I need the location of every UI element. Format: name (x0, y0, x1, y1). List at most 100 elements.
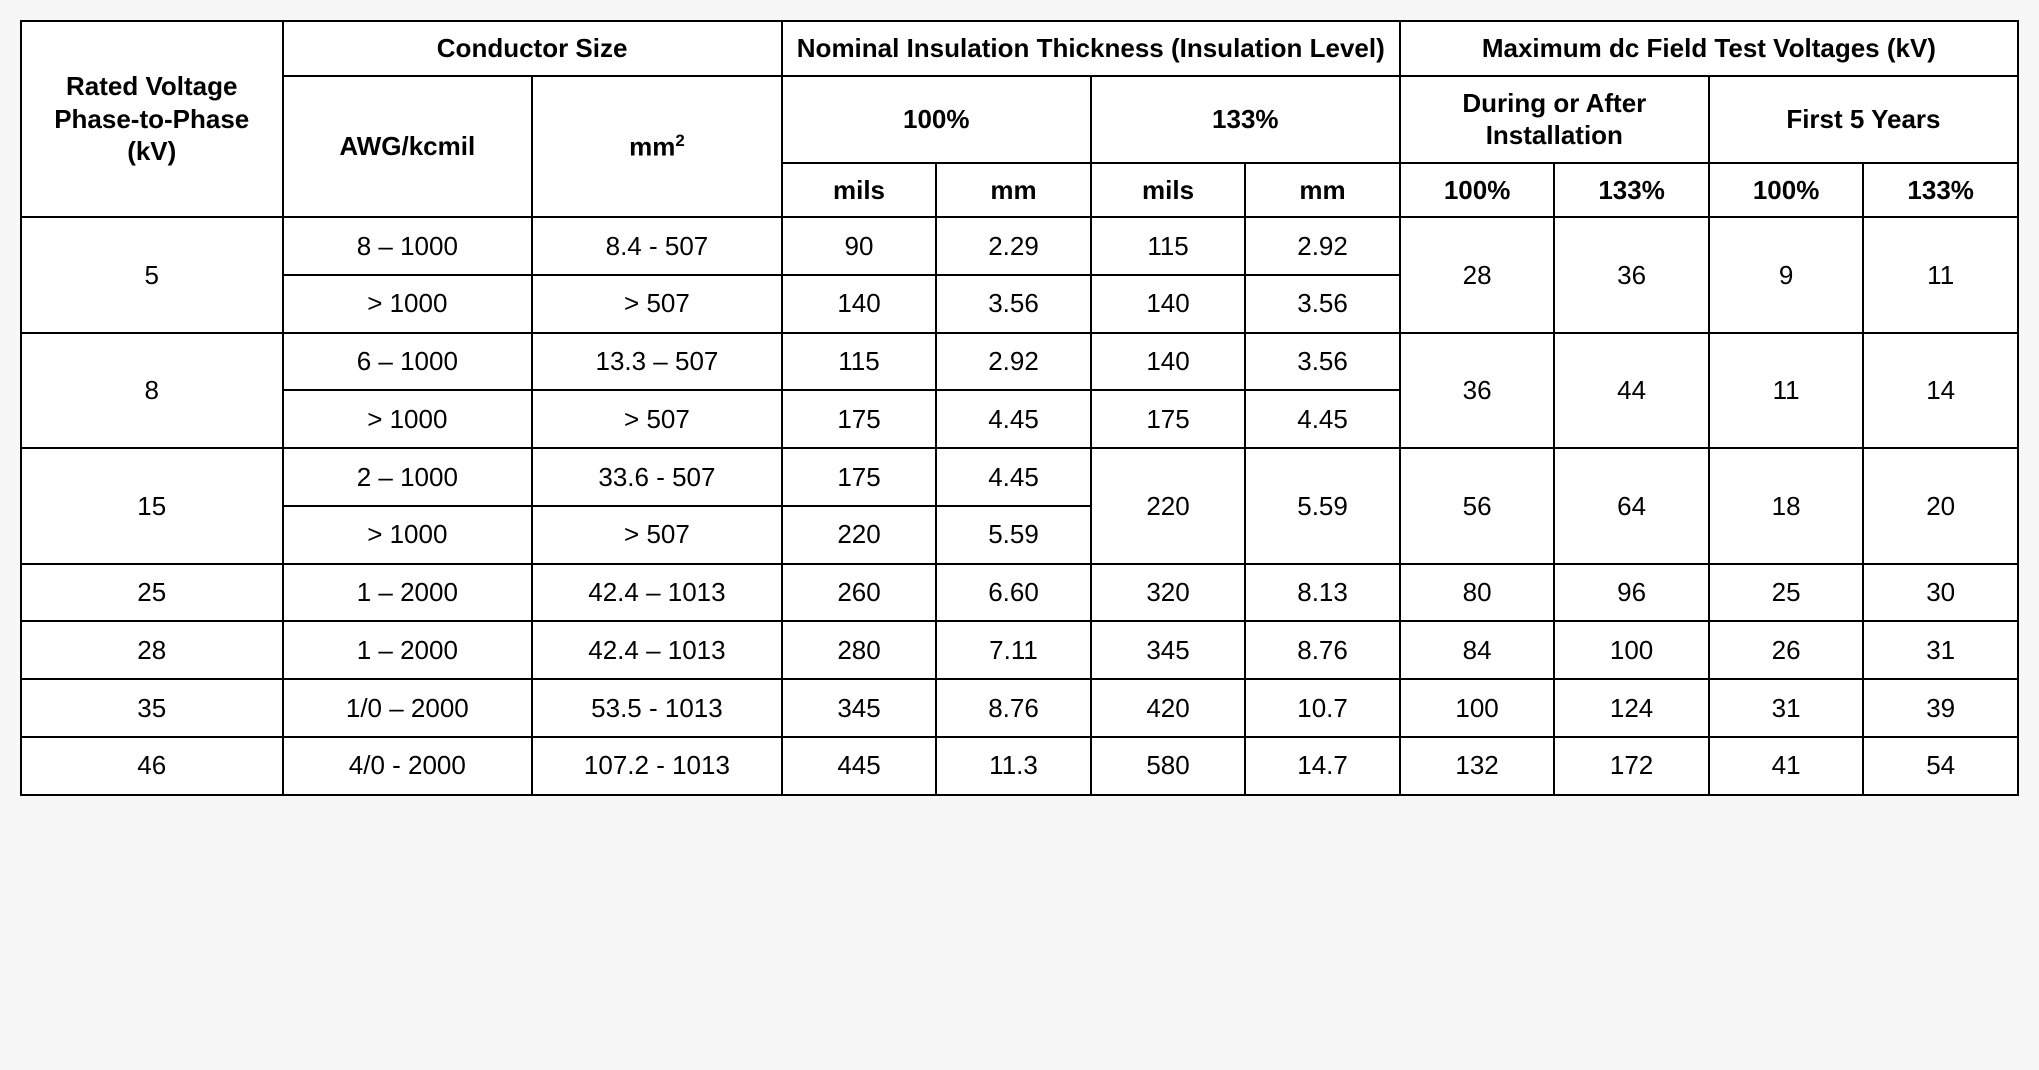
col-ins-133: 133% (1091, 76, 1400, 163)
col-f5-100: 100% (1709, 163, 1864, 218)
cell-mm2: 8.4 - 507 (532, 217, 782, 275)
cell-kv: 25 (21, 564, 283, 622)
cell-kv: 46 (21, 737, 283, 795)
cell-p100-mm: 4.45 (936, 448, 1091, 506)
cell-di-100: 80 (1400, 564, 1555, 622)
cell-mm2: 42.4 – 1013 (532, 564, 782, 622)
cell-di-100: 100 (1400, 679, 1555, 737)
cell-p133-mm: 8.76 (1245, 621, 1400, 679)
cell-p100-mm: 8.76 (936, 679, 1091, 737)
cell-di-100: 84 (1400, 621, 1555, 679)
cell-awg: > 1000 (283, 390, 533, 448)
col-mm2: mm2 (532, 76, 782, 218)
cell-f5-100: 18 (1709, 448, 1864, 564)
cell-kv: 28 (21, 621, 283, 679)
table-row: 15 2 – 1000 33.6 - 507 175 4.45 220 5.59… (21, 448, 2018, 506)
cell-f5-133: 54 (1863, 737, 2018, 795)
cell-f5-100: 26 (1709, 621, 1864, 679)
table-row: 46 4/0 - 2000 107.2 - 1013 445 11.3 580 … (21, 737, 2018, 795)
cell-di-100: 36 (1400, 333, 1555, 449)
mm2-label-sup: 2 (675, 131, 684, 150)
table-header: Rated Voltage Phase-to-Phase (kV) Conduc… (21, 21, 2018, 217)
col-f5-133: 133% (1863, 163, 2018, 218)
cell-mm2: 53.5 - 1013 (532, 679, 782, 737)
cell-f5-133: 11 (1863, 217, 2018, 333)
col-di-133: 133% (1554, 163, 1709, 218)
cell-awg: 1 – 2000 (283, 621, 533, 679)
table-row: 28 1 – 2000 42.4 – 1013 280 7.11 345 8.7… (21, 621, 2018, 679)
cell-p100-mils: 445 (782, 737, 937, 795)
cell-mm2: 42.4 – 1013 (532, 621, 782, 679)
table-row: 8 6 – 1000 13.3 – 507 115 2.92 140 3.56 … (21, 333, 2018, 391)
col-ins-133-mils: mils (1091, 163, 1246, 218)
col-max-dc: Maximum dc Field Test Voltages (kV) (1400, 21, 2018, 76)
col-conductor-size: Conductor Size (283, 21, 782, 76)
cell-p100-mils: 90 (782, 217, 937, 275)
table-body: 5 8 – 1000 8.4 - 507 90 2.29 115 2.92 28… (21, 217, 2018, 795)
cell-p133-mils: 115 (1091, 217, 1246, 275)
cell-di-133: 124 (1554, 679, 1709, 737)
col-ins-100-mils: mils (782, 163, 937, 218)
cell-p133-mils: 220 (1091, 448, 1246, 564)
cell-di-133: 64 (1554, 448, 1709, 564)
cell-p100-mm: 6.60 (936, 564, 1091, 622)
cell-f5-100: 9 (1709, 217, 1864, 333)
cell-awg: 1 – 2000 (283, 564, 533, 622)
col-nominal-insulation: Nominal Insulation Thickness (Insulation… (782, 21, 1400, 76)
cell-p100-mils: 175 (782, 390, 937, 448)
mm2-label-prefix: mm (629, 131, 675, 161)
cell-awg: 1/0 – 2000 (283, 679, 533, 737)
cell-p133-mm: 8.13 (1245, 564, 1400, 622)
cell-p133-mm: 3.56 (1245, 333, 1400, 391)
cell-p100-mils: 280 (782, 621, 937, 679)
cell-awg: 2 – 1000 (283, 448, 533, 506)
cell-f5-133: 39 (1863, 679, 2018, 737)
table-row: 35 1/0 – 2000 53.5 - 1013 345 8.76 420 1… (21, 679, 2018, 737)
cell-awg: 6 – 1000 (283, 333, 533, 391)
cell-f5-133: 30 (1863, 564, 2018, 622)
cell-f5-100: 11 (1709, 333, 1864, 449)
col-ins-100: 100% (782, 76, 1091, 163)
col-di-100: 100% (1400, 163, 1555, 218)
cell-p133-mm: 3.56 (1245, 275, 1400, 333)
cell-di-133: 100 (1554, 621, 1709, 679)
cell-awg: > 1000 (283, 275, 533, 333)
cell-awg: 4/0 - 2000 (283, 737, 533, 795)
cell-p133-mils: 140 (1091, 275, 1246, 333)
cell-p100-mm: 2.92 (936, 333, 1091, 391)
cell-di-133: 172 (1554, 737, 1709, 795)
col-awg: AWG/kcmil (283, 76, 533, 218)
cell-p133-mm: 10.7 (1245, 679, 1400, 737)
cell-p100-mils: 140 (782, 275, 937, 333)
col-ins-133-mm: mm (1245, 163, 1400, 218)
cell-di-100: 56 (1400, 448, 1555, 564)
cell-p100-mm: 4.45 (936, 390, 1091, 448)
cell-mm2: > 507 (532, 506, 782, 564)
col-first-5-years: First 5 Years (1709, 76, 2018, 163)
cell-f5-133: 31 (1863, 621, 2018, 679)
cell-f5-100: 25 (1709, 564, 1864, 622)
cell-p100-mils: 260 (782, 564, 937, 622)
col-during-install: During or After Installation (1400, 76, 1709, 163)
cell-di-133: 44 (1554, 333, 1709, 449)
cell-p133-mils: 175 (1091, 390, 1246, 448)
col-rated-voltage: Rated Voltage Phase-to-Phase (kV) (21, 21, 283, 217)
cell-f5-133: 20 (1863, 448, 2018, 564)
cell-f5-100: 31 (1709, 679, 1864, 737)
cell-kv: 8 (21, 333, 283, 449)
cell-p133-mils: 140 (1091, 333, 1246, 391)
cell-p100-mm: 5.59 (936, 506, 1091, 564)
cell-p133-mils: 345 (1091, 621, 1246, 679)
cell-p133-mm: 4.45 (1245, 390, 1400, 448)
cell-mm2: 107.2 - 1013 (532, 737, 782, 795)
cell-p133-mils: 420 (1091, 679, 1246, 737)
cell-p133-mm: 14.7 (1245, 737, 1400, 795)
cell-awg: 8 – 1000 (283, 217, 533, 275)
cell-p100-mm: 11.3 (936, 737, 1091, 795)
cell-p133-mm: 5.59 (1245, 448, 1400, 564)
cell-mm2: 13.3 – 507 (532, 333, 782, 391)
cell-kv: 5 (21, 217, 283, 333)
table-row: 5 8 – 1000 8.4 - 507 90 2.29 115 2.92 28… (21, 217, 2018, 275)
cell-p100-mils: 220 (782, 506, 937, 564)
cell-di-133: 96 (1554, 564, 1709, 622)
